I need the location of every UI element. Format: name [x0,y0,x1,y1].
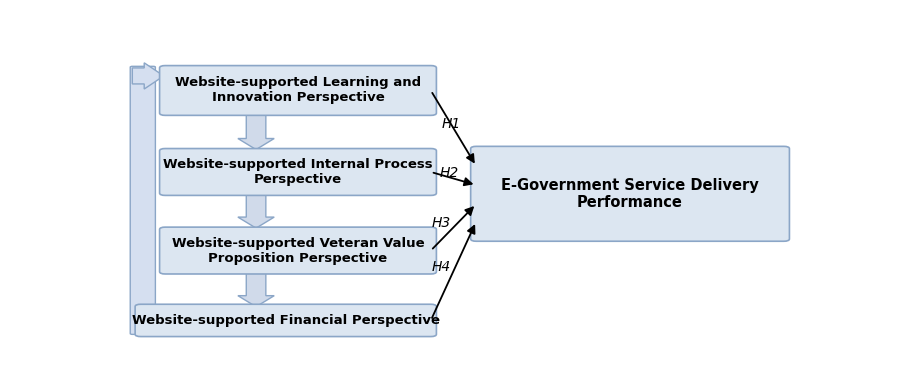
Text: H3: H3 [432,216,451,230]
Text: H4: H4 [432,260,451,274]
Text: Website-supported Learning and
Innovation Perspective: Website-supported Learning and Innovatio… [175,76,421,104]
Polygon shape [238,115,274,150]
FancyBboxPatch shape [160,66,437,115]
Text: Website-supported Financial Perspective: Website-supported Financial Perspective [132,314,440,327]
FancyBboxPatch shape [135,304,437,336]
Text: H1: H1 [442,117,461,131]
Text: E-Government Service Delivery
Performance: E-Government Service Delivery Performanc… [502,178,759,210]
Text: H2: H2 [440,166,459,180]
Text: Website-supported Veteran Value
Proposition Perspective: Website-supported Veteran Value Proposit… [171,237,424,265]
Polygon shape [133,63,164,89]
Polygon shape [238,272,274,307]
Polygon shape [238,193,274,228]
Text: Website-supported Internal Process
Perspective: Website-supported Internal Process Persp… [163,158,433,186]
FancyBboxPatch shape [471,146,789,241]
FancyBboxPatch shape [160,149,437,195]
FancyBboxPatch shape [130,66,155,335]
FancyBboxPatch shape [160,227,437,274]
